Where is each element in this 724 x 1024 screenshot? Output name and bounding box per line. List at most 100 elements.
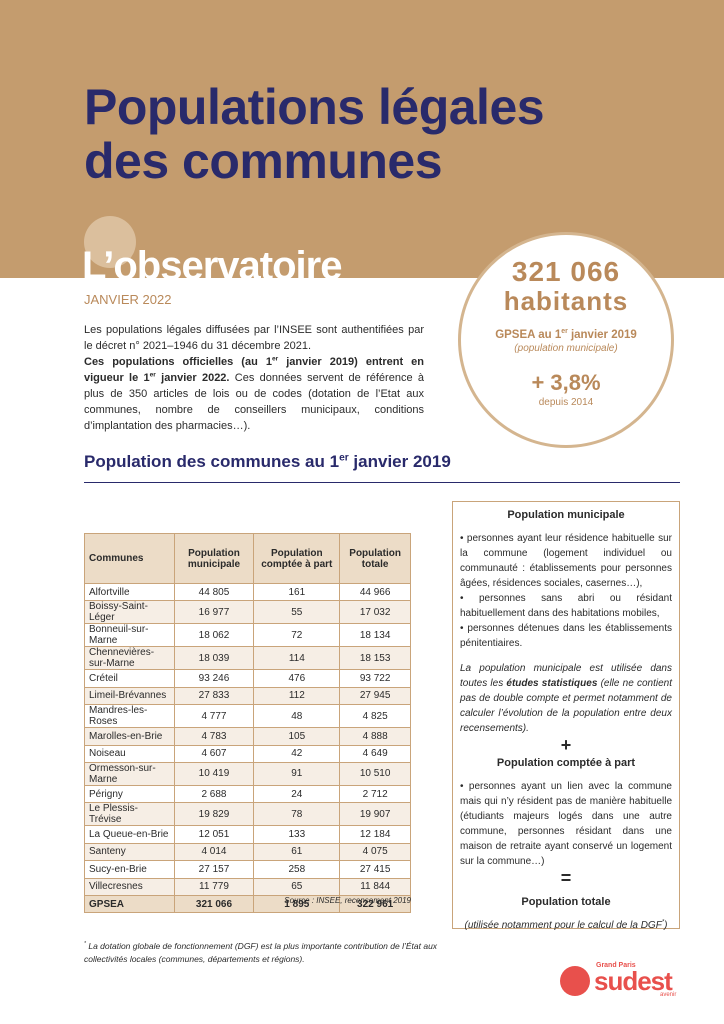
bullet: • personnes ayant un lien avec la commun… (460, 781, 672, 867)
text: Ces données servent de référence à plus … (84, 372, 424, 432)
table-cell: 91 (253, 761, 341, 786)
table-row: Chennevières-sur-Marne 18 039 114 18 153 (84, 646, 411, 671)
table-cell: Santeny (84, 842, 175, 862)
table-cell: Limeil-Brévannes (84, 686, 175, 706)
table-cell: Créteil (84, 669, 175, 688)
box-heading: Population totale (521, 896, 611, 908)
title-line: Populations légales (84, 79, 545, 135)
brand: L’observatoire (82, 244, 342, 288)
table-row: Sucy-en-Brie 27 157 258 27 415 (84, 860, 411, 879)
footnote: * La dotation globale de fonctionnement … (84, 940, 444, 966)
table-cell: Périgny (84, 784, 175, 804)
bold: Ces populations officielles (au 1er janv… (84, 356, 424, 384)
decor-circle (84, 216, 136, 268)
table-cell: 4 777 (173, 704, 255, 729)
table-cell: 19 907 (339, 802, 411, 827)
table-cell: 65 (253, 877, 341, 896)
logo-top: Grand Paris (596, 962, 636, 969)
table-cell: 12 051 (173, 825, 255, 844)
logo: Grand Paris sudest avenir (560, 962, 685, 1002)
table-cell: 16 977 (173, 600, 255, 625)
table-cell: GPSEA (84, 894, 175, 914)
table-cell: 11 779 (173, 877, 255, 896)
table-cell: 61 (253, 842, 341, 862)
definitions-box: Population municipale • personnes ayant … (452, 501, 680, 931)
highlight-growth: + 3,8% (531, 370, 601, 395)
sup: * (661, 919, 665, 926)
table-cell: 322 961 (339, 894, 411, 914)
table-row: Boissy-Saint-Léger 16 977 55 17 032 (84, 600, 411, 625)
text: Ces populations officielles (au 1 (84, 356, 272, 368)
table-cell: 44 805 (173, 582, 255, 602)
table-cell: 4 607 (173, 744, 255, 763)
sup: er (149, 371, 156, 379)
table-cell: 4 075 (339, 842, 411, 862)
text: (elle ne contient pas de double compte e… (460, 678, 672, 734)
table-cell: 48 (253, 704, 341, 729)
text: Population des communes au 1 (84, 452, 340, 471)
table-cell: 114 (253, 646, 341, 671)
table-cell: 112 (253, 686, 341, 706)
text: (utilisée notamment pour le calcul de la… (464, 920, 662, 931)
logo-dot (560, 966, 590, 996)
table-cell: 2 688 (173, 784, 255, 804)
table-cell: 4 783 (173, 727, 255, 746)
column-header: Population totale (339, 533, 411, 584)
section-title: Population des communes au 1er janvier 2… (84, 452, 680, 483)
highlight-since: depuis 2014 (538, 397, 594, 408)
table-row: La Queue-en-Brie 12 051 133 12 184 (84, 825, 411, 844)
bullet: • personnes sans abri ou résidant habitu… (460, 593, 672, 619)
table-cell: 27 157 (173, 860, 255, 879)
sup: er (339, 452, 349, 464)
table-cell: 24 (253, 784, 341, 804)
highlight-caption: GPSEA au 1er janvier 2019 (461, 328, 671, 341)
source: Source : INSEE, recensement 2019 (284, 896, 411, 905)
note: La population municipale est utilisée da… (460, 661, 672, 736)
population-table: Communes Population municipale Population … (84, 533, 411, 914)
highlight-number: 321 066 (511, 256, 621, 287)
table-cell: 42 (253, 744, 341, 763)
text: GPSEA au 1 (495, 329, 562, 341)
table-cell: 93 722 (339, 669, 411, 688)
text: janvier 2019 (348, 452, 451, 471)
title: Populations légales des communes (84, 79, 545, 189)
table-cell: 161 (253, 582, 341, 602)
table-cell: 18 153 (339, 646, 411, 671)
table-cell: 55 (253, 600, 341, 625)
table-cell: 321 066 (173, 894, 255, 914)
table-cell: 11 844 (339, 877, 411, 896)
date: JANVIER 2022 (84, 292, 172, 307)
header-row: Communes Population municipale Population … (84, 533, 411, 584)
logo-bottom: avenir (660, 992, 677, 998)
table-cell: Mandres-les-Roses (84, 704, 175, 729)
table-cell: La Queue-en-Brie (84, 825, 175, 844)
title-line: des communes (84, 133, 443, 189)
table-row: Villecresnes 11 779 65 11 844 (84, 877, 411, 896)
highlight-subcaption: (population municipale) (514, 343, 618, 354)
table-cell: 27 833 (173, 686, 255, 706)
table-cell: Boissy-Saint-Léger (84, 600, 175, 625)
table-cell: 44 966 (339, 582, 411, 602)
logo-main: sudest (594, 966, 673, 996)
text: ) (664, 920, 668, 931)
table-cell: 93 246 (173, 669, 255, 688)
text: janvier 2019 (567, 329, 637, 341)
box-heading: Population comptée à part (496, 757, 636, 769)
box-heading: Population municipale (507, 509, 625, 521)
table-cell: Bonneuil-sur-Marne (84, 623, 175, 648)
table-cell: 78 (253, 802, 341, 827)
note: (utilisée notamment pour le calcul de la… (460, 918, 672, 933)
table-cell: Chennevières-sur-Marne (84, 646, 175, 671)
equals: = (560, 868, 572, 888)
table-row: Périgny 2 688 24 2 712 (84, 784, 411, 804)
table-cell: 18 039 (173, 646, 255, 671)
text: janvier 2019) entrent en vigueur le 1 (84, 356, 424, 384)
plus: + (560, 735, 572, 755)
paragraph: Les populations légales diffusées par l’… (84, 324, 424, 352)
sup: er (271, 355, 279, 363)
table-cell: Villecresnes (84, 877, 175, 896)
intro: Les populations légales diffusées par l’… (84, 322, 424, 434)
table-cell: 4 014 (173, 842, 255, 862)
table-row: Alfortville 44 805 161 44 966 (84, 582, 411, 602)
bullet: • personnes détenues dans les établissem… (460, 623, 672, 649)
